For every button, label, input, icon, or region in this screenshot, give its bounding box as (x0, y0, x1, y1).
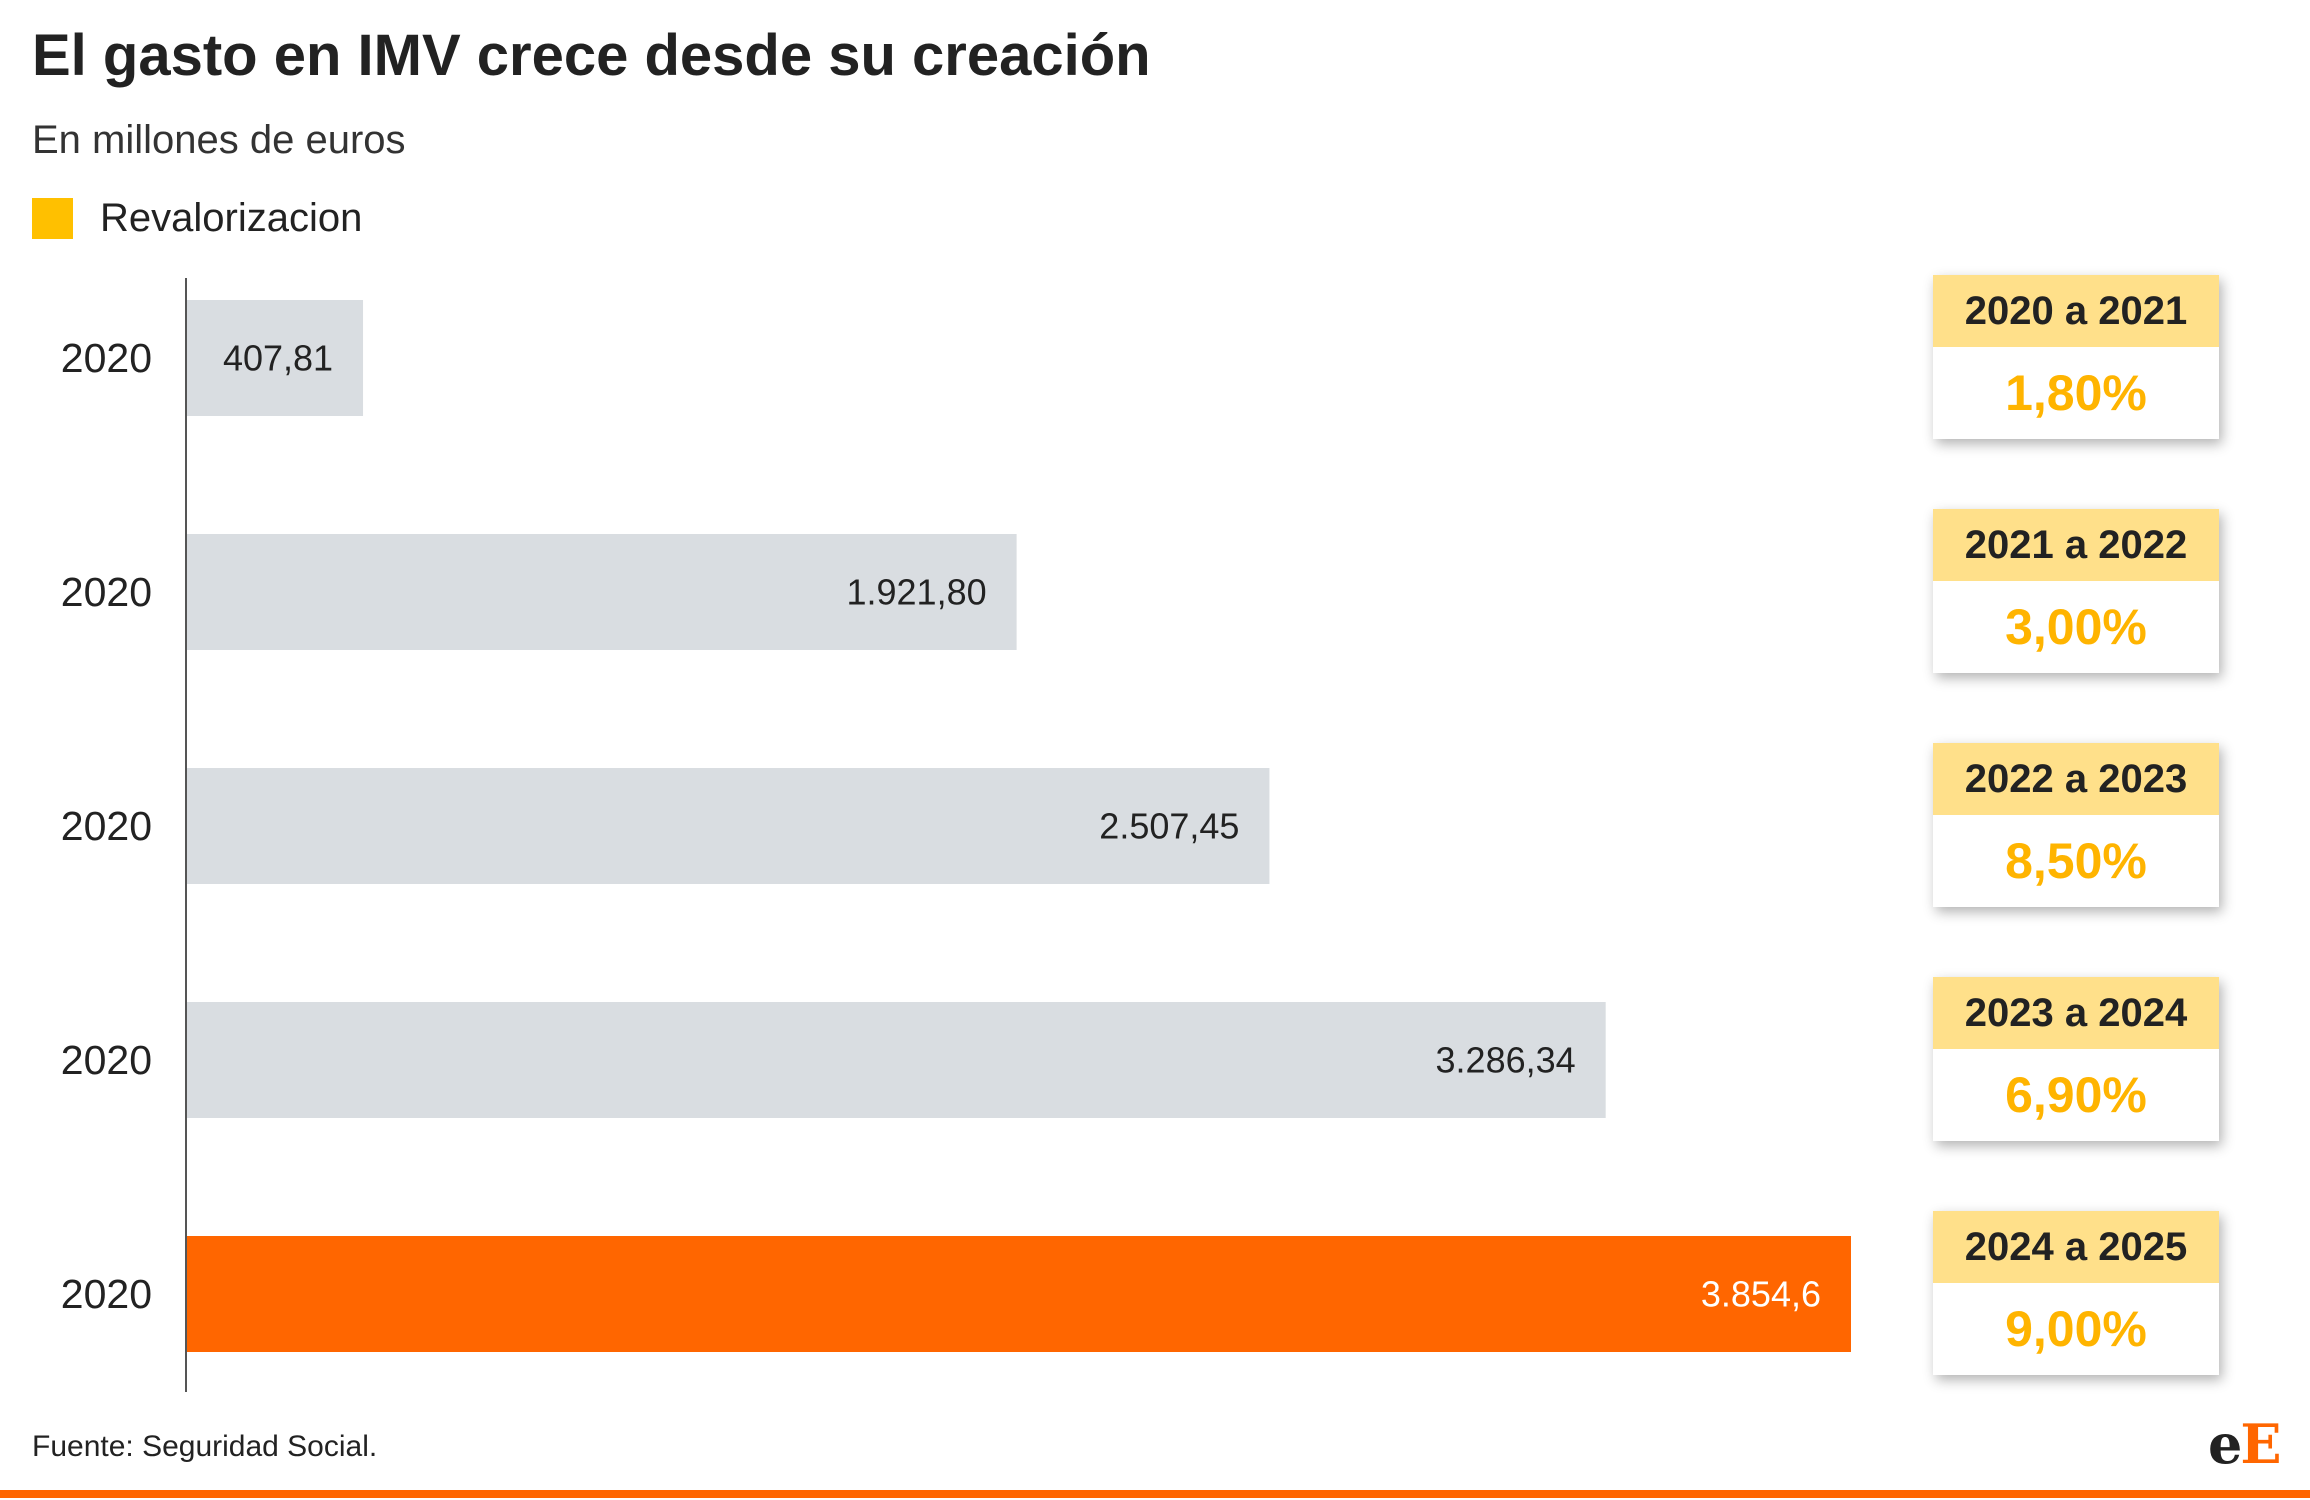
bar (187, 1236, 1851, 1352)
legend-label: Revalorizacion (100, 195, 363, 240)
rate-value: 3,00% (2005, 599, 2147, 655)
rate-value: 6,90% (2005, 1067, 2147, 1123)
chart-title: El gasto en IMV crece desde su creación (32, 23, 1151, 88)
bar-value-label: 2.507,45 (1099, 806, 1239, 847)
logo-lower-e: e (2208, 1412, 2242, 1476)
brand-logo: eE (2208, 1412, 2282, 1476)
source-note: Fuente: Seguridad Social. (32, 1430, 378, 1463)
bar-value-label: 3.286,34 (1436, 1040, 1576, 1081)
rate-period: 2023 a 2024 (1933, 977, 2219, 1049)
rate-period: 2020 a 2021 (1933, 275, 2219, 347)
bar-chart: 2020 407,81 2020 1.921,80 2020 2.507,45 2020 3.… (61, 278, 1851, 1392)
rate-period: 2024 a 2025 (1933, 1211, 2219, 1283)
bar (187, 300, 364, 416)
rate-card: 2020 a 2021 1,80% (1933, 275, 2219, 439)
y-tick-label: 2020 (61, 1271, 152, 1317)
logo-upper-e: E (2240, 1412, 2281, 1476)
rate-value: 8,50% (2005, 833, 2147, 889)
rate-card: 2022 a 2023 8,50% (1933, 743, 2219, 907)
legend-swatch (32, 197, 73, 239)
bar (187, 768, 1270, 884)
rate-period: 2021 a 2022 (1933, 509, 2219, 581)
bar (187, 1002, 1606, 1118)
rate-value: 9,00% (2005, 1301, 2147, 1357)
y-tick-label: 2020 (61, 1037, 152, 1083)
bar (187, 534, 1017, 650)
rate-card: 2023 a 2024 6,90% (1933, 977, 2219, 1141)
y-tick-label: 2020 (61, 803, 152, 849)
bar-value-label: 407,81 (223, 338, 333, 379)
y-tick-label: 2020 (61, 335, 152, 381)
bar-value-label: 3.854,6 (1701, 1274, 1821, 1315)
legend: Revalorizacion (32, 194, 362, 242)
rate-period: 2022 a 2023 (1933, 743, 2219, 815)
bar-value-label: 1.921,80 (846, 572, 986, 613)
bottom-rule (0, 1490, 2310, 1498)
rate-card: 2024 a 2025 9,00% (1933, 1211, 2219, 1375)
rate-card: 2021 a 2022 3,00% (1933, 509, 2219, 673)
rate-value: 1,80% (2005, 365, 2147, 421)
chart-subtitle: En millones de euros (32, 118, 406, 162)
y-tick-label: 2020 (61, 569, 152, 615)
